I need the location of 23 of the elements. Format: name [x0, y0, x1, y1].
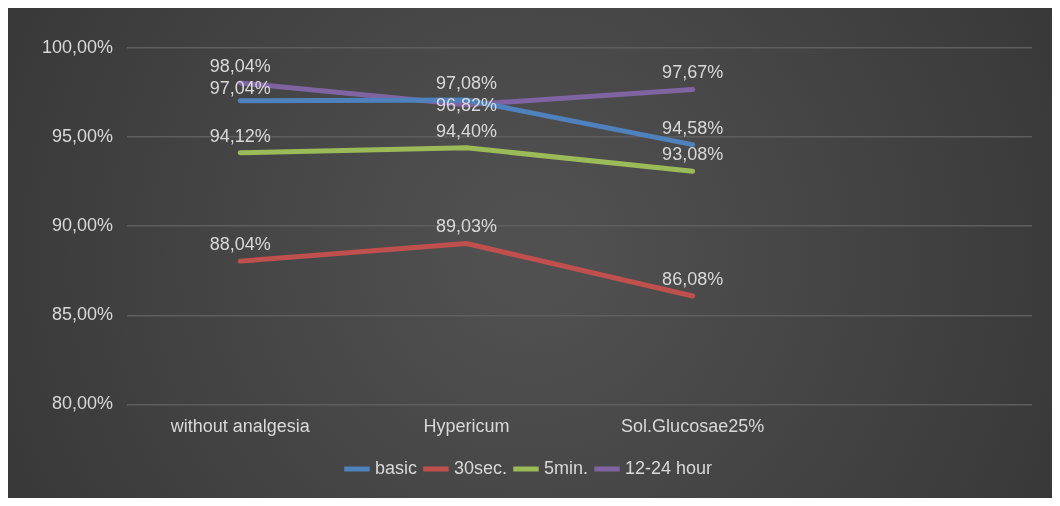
data-label: 94,12%: [209, 125, 271, 146]
data-label: 94,58%: [662, 117, 724, 138]
data-label: 93,08%: [662, 144, 724, 165]
data-label: 86,08%: [662, 269, 724, 290]
data-label: 97,67%: [662, 62, 724, 83]
legend-label: basic: [374, 457, 417, 478]
data-label: 98,04%: [209, 55, 271, 76]
y-tick-label: 100,00%: [42, 36, 114, 57]
legend-label: 5min.: [543, 457, 588, 478]
data-label: 97,04%: [209, 77, 271, 98]
y-tick-label: 85,00%: [52, 304, 114, 325]
x-tick-label: without analgesia: [169, 416, 311, 437]
y-tick-label: 90,00%: [52, 215, 114, 236]
x-tick-label: Sol.Glucosae25%: [621, 416, 765, 437]
data-label: 94,40%: [435, 120, 497, 141]
data-label: 88,04%: [209, 234, 271, 255]
y-tick-label: 95,00%: [52, 126, 114, 147]
data-label: 97,08%: [435, 73, 497, 93]
x-tick-label: Hypericum: [423, 416, 510, 437]
y-tick-label: 80,00%: [52, 393, 114, 414]
legend-label: 12-24 hour: [625, 457, 713, 478]
data-label: 89,03%: [435, 216, 497, 237]
legend-label: 30sec.: [453, 457, 507, 478]
